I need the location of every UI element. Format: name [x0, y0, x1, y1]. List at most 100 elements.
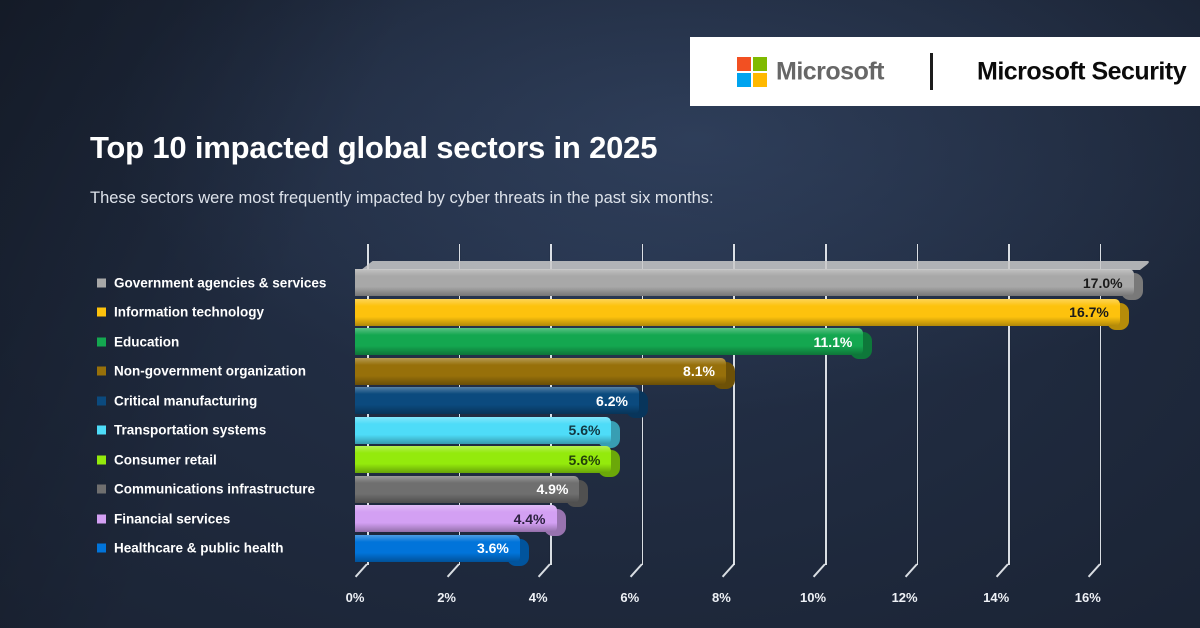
legend-swatch-icon: [97, 425, 106, 435]
x-tick-label: 16%: [1074, 590, 1101, 605]
chart-row: Financial services 4.4%: [0, 504, 1200, 536]
bar: 17.0%: [355, 261, 1152, 300]
category-legend: Non-government organization: [97, 364, 306, 379]
category-legend: Consumer retail: [97, 452, 217, 467]
gridline-foot: [721, 563, 734, 578]
bar: 6.2%: [355, 387, 648, 418]
category-label: Financial services: [114, 511, 231, 527]
x-tick-label: 4%: [528, 590, 548, 605]
category-label: Non-government organization: [114, 363, 306, 379]
bar: 5.6%: [355, 446, 621, 477]
legend-swatch-icon: [97, 455, 106, 465]
page-subtitle: These sectors were most frequently impac…: [90, 189, 714, 207]
bar-body: 17.0%: [355, 269, 1134, 296]
bar-value-label: 8.1%: [683, 363, 715, 379]
chart-row: Non-government organization 8.1%: [0, 357, 1200, 389]
x-tick-label: 8%: [711, 590, 731, 605]
logo-square-blue: [737, 72, 751, 87]
bar: 8.1%: [355, 357, 735, 389]
bar-value-label: 5.6%: [568, 422, 601, 438]
x-tick-label: 14%: [983, 590, 1010, 605]
gridline-foot: [996, 563, 1009, 578]
logo-square-green: [753, 56, 767, 71]
chart-row: Education 11.1%: [0, 327, 1200, 359]
bar-top-face: [361, 261, 1152, 270]
bar-value-label: 11.1%: [813, 333, 853, 350]
category-label: Healthcare & public health: [114, 540, 284, 556]
bar-body: 5.6%: [355, 446, 612, 473]
product-name: Microsoft Security: [977, 57, 1187, 85]
category-label: Education: [114, 334, 180, 350]
x-tick-label: 0%: [345, 590, 365, 605]
chart-row: Healthcare & public health 3.6%: [0, 534, 1200, 566]
category-label: Communications infrastructure: [114, 481, 316, 497]
bar-value-label: 5.6%: [568, 451, 601, 468]
bar-body: 6.2%: [355, 387, 639, 414]
legend-swatch-icon: [97, 484, 106, 494]
legend-swatch-icon: [97, 543, 106, 553]
x-tick-label: 12%: [891, 590, 918, 605]
category-label: Information technology: [114, 304, 264, 320]
bar-body: 16.7%: [355, 298, 1120, 326]
gridline-foot: [538, 563, 551, 578]
bar-body: 3.6%: [355, 534, 520, 562]
gridline-foot: [446, 563, 460, 578]
category-label: Transportation systems: [114, 422, 267, 438]
bar-body: 8.1%: [355, 357, 726, 385]
bar-body: 4.9%: [355, 475, 580, 503]
bar-value-label: 16.7%: [1069, 304, 1109, 320]
gridline: [733, 244, 735, 565]
x-tick-label: 2%: [437, 590, 456, 605]
category-legend: Financial services: [97, 511, 230, 526]
category-label: Critical manufacturing: [114, 393, 258, 409]
chart-row: Information technology 16.7%: [0, 298, 1200, 330]
page-title: Top 10 impacted global sectors in 2025: [90, 130, 658, 165]
legend-swatch-icon: [97, 307, 106, 317]
logo-square-yellow: [753, 72, 767, 87]
bar-body: 11.1%: [355, 328, 864, 355]
bar-value-label: 4.9%: [536, 481, 569, 497]
bar: 16.7%: [355, 298, 1129, 330]
chart-row: Communications infrastructure 4.9%: [0, 475, 1200, 507]
bar: 11.1%: [355, 328, 873, 359]
chart-row: Government agencies & services 17.0%: [0, 261, 1200, 300]
legend-swatch-icon: [97, 514, 106, 524]
category-legend: Government agencies & services: [97, 275, 326, 290]
gridline-foot: [629, 563, 643, 578]
category-legend: Communications infrastructure: [97, 482, 315, 497]
chart-row: Transportation systems 5.6%: [0, 416, 1200, 448]
gridline: [1099, 244, 1102, 565]
gridline: [825, 244, 827, 565]
category-label: Government agencies & services: [114, 275, 327, 291]
legend-swatch-icon: [97, 337, 106, 347]
category-legend: Education: [97, 334, 179, 349]
category-legend: Transportation systems: [97, 423, 266, 438]
gridline-foot: [355, 563, 368, 578]
bar-body: 5.6%: [355, 416, 612, 444]
chart-row: Consumer retail 5.6%: [0, 445, 1200, 477]
legend-swatch-icon: [97, 278, 106, 288]
x-tick-label: 6%: [620, 590, 640, 605]
category-legend: Critical manufacturing: [97, 393, 257, 408]
bar: 3.6%: [355, 534, 529, 566]
bar-value-label: 4.4%: [513, 510, 546, 527]
gridline-foot: [813, 563, 826, 578]
legend-swatch-icon: [97, 396, 106, 406]
legend-swatch-icon: [97, 366, 106, 376]
bar: 5.6%: [355, 416, 621, 448]
category-legend: Information technology: [97, 305, 264, 320]
microsoft-logo-icon: [737, 56, 767, 87]
chart-row: Critical manufacturing 6.2%: [0, 386, 1200, 418]
bar-value-label: 17.0%: [1082, 274, 1123, 291]
gridline: [1008, 244, 1010, 565]
brand-header: Microsoft Microsoft Security: [690, 37, 1200, 106]
bar-value-label: 6.2%: [596, 392, 628, 409]
brand-divider: [930, 53, 933, 90]
logo-square-red: [737, 56, 751, 71]
x-tick-label: 10%: [799, 590, 827, 605]
microsoft-wordmark: Microsoft: [776, 57, 885, 85]
gridline-foot: [904, 563, 918, 578]
bar: 4.9%: [355, 475, 589, 507]
